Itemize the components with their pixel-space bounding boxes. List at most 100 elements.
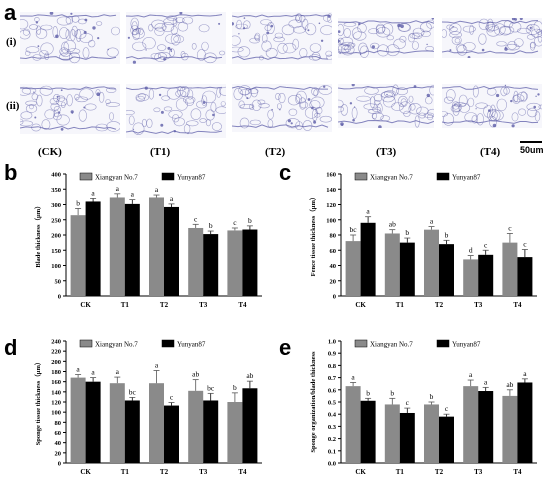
- bar: [399, 412, 415, 463]
- significance-letter: c: [406, 398, 410, 407]
- y-tick-label: 350: [51, 187, 61, 194]
- significance-letter: a: [116, 367, 120, 376]
- bar: [70, 215, 86, 296]
- significance-letter: b: [430, 392, 434, 401]
- x-tick-label: CK: [355, 468, 366, 476]
- bar: [424, 404, 439, 463]
- chart-panel-b: b 0 50 100 150 200 250 300 350 400 Blade thicknes…: [0, 162, 275, 329]
- y-tick-label: 80: [330, 233, 337, 240]
- micrograph-image: [338, 84, 434, 128]
- legend-swatch: [161, 339, 175, 348]
- panel-letter-d: d: [4, 335, 18, 360]
- y-tick-label: 120: [326, 202, 336, 209]
- x-tick-label: T1: [121, 301, 130, 309]
- bar: [164, 206, 179, 296]
- y-tick-label: 0.6: [328, 387, 337, 394]
- bar: [85, 381, 101, 463]
- significance-letter: b: [405, 228, 409, 237]
- chart-panel-c: c 0 20 40 60 80 100 120 140 160 Fence tissue thic…: [275, 162, 550, 329]
- legend-label: Xiangyan No.7: [370, 341, 413, 349]
- significance-letter: a: [484, 377, 488, 386]
- significance-letter: bc: [129, 387, 137, 396]
- x-tick-label: T3: [199, 301, 208, 309]
- column-label-t2: (T2): [265, 146, 286, 158]
- bar: [463, 386, 479, 463]
- column-label-t3: (T3): [376, 146, 397, 158]
- legend-swatch: [161, 172, 175, 181]
- y-tick-label: 400: [51, 172, 61, 179]
- row-label-ii: (ii): [6, 100, 20, 112]
- legend-label: Yunyan87: [177, 341, 206, 349]
- y-tick-label: 20: [330, 278, 337, 285]
- panel-letter-c: c: [279, 160, 292, 185]
- y-tick-label: 250: [51, 217, 61, 224]
- column-label-t4: (T4): [480, 146, 501, 158]
- legend-label: Yunyan87: [452, 174, 481, 182]
- x-tick-label: T3: [474, 301, 483, 309]
- legend-swatch: [354, 339, 368, 348]
- y-tick-label: 160: [326, 172, 336, 179]
- significance-letter: c: [170, 393, 174, 402]
- legend-label: Yunyan87: [177, 174, 206, 182]
- bar: [227, 402, 243, 463]
- y-axis-label: Sponge organization/blade thickness: [310, 351, 317, 453]
- significance-letter: bc: [207, 383, 215, 392]
- significance-letter: c: [194, 214, 198, 223]
- significance-letter: a: [116, 184, 120, 193]
- bar: [399, 242, 415, 296]
- y-tick-label: 50: [55, 278, 62, 285]
- bar: [188, 390, 204, 463]
- bar: [242, 388, 258, 463]
- micrograph-image: [442, 18, 542, 58]
- y-tick-label: 40: [55, 440, 62, 447]
- legend-swatch: [79, 339, 93, 348]
- column-label-ck: (CK): [38, 146, 62, 158]
- y-tick-label: 120: [51, 400, 61, 407]
- x-tick-label: T2: [435, 301, 444, 309]
- y-tick-label: 0.5: [328, 400, 337, 407]
- legend-label: Xiangyan No.7: [95, 341, 138, 349]
- bar: [345, 386, 361, 463]
- significance-letter: a: [155, 360, 159, 369]
- panel-letter-b: b: [4, 160, 18, 185]
- chart-panel-e: e 0.0 0.1 0.2 0.3 0.4 0.5 0.6 0.7 0.8 0.9 1.0 Spong…: [275, 329, 550, 496]
- y-tick-label: 140: [51, 389, 61, 396]
- bar: [517, 382, 533, 463]
- y-tick-label: 160: [51, 379, 61, 386]
- bar: [463, 259, 479, 296]
- bar: [203, 400, 219, 463]
- significance-letter: b: [248, 216, 252, 225]
- bar: [384, 404, 400, 463]
- x-tick-label: T1: [121, 468, 130, 476]
- y-tick-label: 0.9: [328, 351, 337, 358]
- y-tick-label: 100: [51, 263, 61, 270]
- micrograph-image: [442, 84, 542, 128]
- x-tick-label: T4: [238, 301, 247, 309]
- y-tick-label: 300: [51, 202, 61, 209]
- y-tick-label: 140: [326, 187, 336, 194]
- micrograph-image: [338, 18, 434, 58]
- x-tick-label: CK: [355, 301, 366, 309]
- significance-letter: ab: [389, 220, 396, 229]
- bar: [502, 242, 518, 296]
- bar: [188, 227, 204, 296]
- bar: [149, 197, 164, 296]
- scale-bar: [520, 141, 542, 143]
- significance-letter: b: [76, 198, 80, 207]
- bar: [424, 229, 439, 296]
- significance-letter: b: [233, 383, 237, 392]
- bar: [439, 416, 454, 463]
- bar: [203, 234, 219, 296]
- y-tick-label: 0.1: [328, 448, 336, 455]
- y-tick-label: 1.0: [328, 339, 336, 346]
- bar: [109, 197, 125, 296]
- y-tick-label: 100: [51, 410, 61, 417]
- bar: [439, 244, 454, 296]
- bar: [227, 230, 243, 296]
- bar: [384, 233, 400, 296]
- y-tick-label: 200: [51, 359, 61, 366]
- y-tick-label: 0.7: [328, 375, 337, 382]
- significance-letter: a: [469, 370, 473, 379]
- y-tick-label: 60: [330, 248, 337, 255]
- legend-swatch: [79, 172, 93, 181]
